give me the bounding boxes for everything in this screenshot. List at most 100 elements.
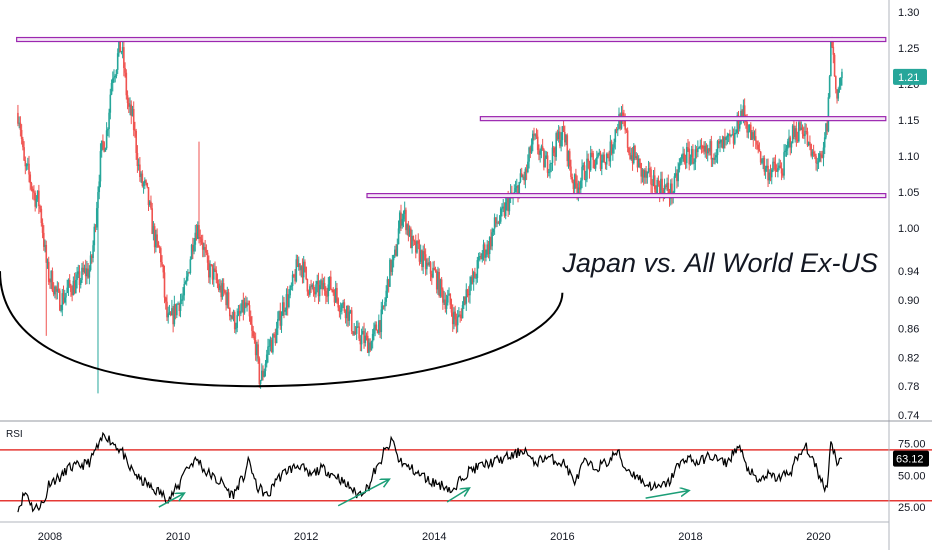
price-candle (650, 166, 652, 193)
price-candle (729, 129, 731, 145)
price-candle (458, 307, 460, 318)
price-candle (162, 264, 165, 279)
price-candle (401, 213, 404, 229)
price-candle (167, 306, 169, 324)
price-candle (548, 168, 550, 177)
price-candle (596, 150, 598, 165)
price-candle (200, 234, 203, 245)
price-candle (471, 268, 474, 285)
rsi-arrows (158, 479, 689, 508)
price-candle (199, 229, 202, 246)
price-candle (681, 153, 683, 166)
price-pane: Japan vs. All World Ex-US (0, 36, 887, 394)
price-candle (398, 210, 401, 234)
price-candle (561, 125, 564, 147)
price-candle (479, 252, 481, 262)
price-candle (286, 286, 289, 316)
price-candle (206, 249, 209, 271)
price-candle (592, 150, 594, 169)
price-candle (354, 325, 357, 335)
price-candle (751, 130, 753, 141)
price-candle (193, 238, 195, 255)
price-candle (75, 272, 77, 294)
price-candle (461, 301, 464, 319)
price-candle (437, 266, 439, 295)
rsi-levels (0, 449, 932, 502)
price-candle (565, 134, 567, 146)
price-candle (33, 185, 35, 201)
price-candle (703, 141, 705, 155)
price-candle (732, 128, 735, 149)
price-candle (448, 287, 450, 296)
price-candle (63, 289, 66, 304)
price-candle (108, 108, 110, 138)
price-candle (432, 261, 434, 279)
price-candle (653, 167, 656, 193)
price-candle (642, 168, 645, 186)
price-candle (612, 144, 614, 161)
price-candle (334, 280, 337, 303)
price-candle (272, 333, 274, 355)
price-candle (584, 170, 587, 187)
price-candle (564, 125, 566, 147)
price-candle (87, 262, 89, 279)
price-candle (488, 236, 491, 262)
price-candle (391, 254, 394, 276)
price-candle (56, 281, 59, 300)
price-candle (17, 104, 19, 127)
price-candle (140, 171, 142, 183)
price-candle (51, 267, 54, 293)
rsi-axis-tick: 75.00 (898, 439, 926, 451)
price-candle (364, 328, 367, 347)
price-candle (171, 299, 173, 316)
price-candle (240, 303, 242, 317)
price-candle (763, 155, 766, 176)
price-candle (50, 270, 52, 290)
price-candle (631, 147, 634, 171)
price-candle (780, 162, 783, 181)
price-candle (828, 74, 831, 99)
price-candle (841, 68, 843, 86)
price-candle (695, 146, 698, 159)
price-candle (353, 323, 355, 336)
price-candle (397, 220, 400, 245)
price-candle (688, 141, 691, 171)
price-candle (649, 162, 651, 178)
price-candle (161, 255, 163, 267)
price-candle (72, 276, 75, 296)
price-candle (716, 139, 719, 164)
price-candle (148, 200, 151, 207)
price-candle (730, 134, 732, 138)
x-axis-tick: 2012 (294, 531, 318, 543)
price-candle (645, 165, 647, 184)
price-candle (279, 302, 282, 330)
price-candle (671, 178, 673, 205)
price-candle (727, 133, 730, 143)
price-candle (257, 339, 259, 364)
price-candle (772, 157, 774, 173)
x-axis-tick: 2020 (806, 531, 830, 543)
price-candle (326, 287, 328, 302)
price-candle (483, 242, 486, 265)
price-candle (690, 145, 693, 165)
price-candle (247, 300, 250, 306)
price-candle (538, 144, 540, 161)
price-candle (400, 204, 402, 232)
price-candle (591, 149, 593, 158)
price-candle (60, 304, 62, 313)
price-candle (588, 160, 591, 179)
price-candle (264, 359, 267, 377)
price-candle (821, 150, 824, 159)
price-candle (132, 101, 135, 137)
price-candle (605, 152, 608, 170)
price-candle (817, 153, 820, 169)
price-candle (226, 286, 229, 309)
price-candle (567, 150, 570, 169)
price-candle (343, 298, 346, 313)
price-candle (368, 338, 370, 357)
price-candle (245, 295, 247, 309)
price-candle (329, 270, 332, 291)
price-candle (113, 69, 115, 83)
price-candle (699, 139, 702, 150)
price-candle (416, 240, 418, 254)
